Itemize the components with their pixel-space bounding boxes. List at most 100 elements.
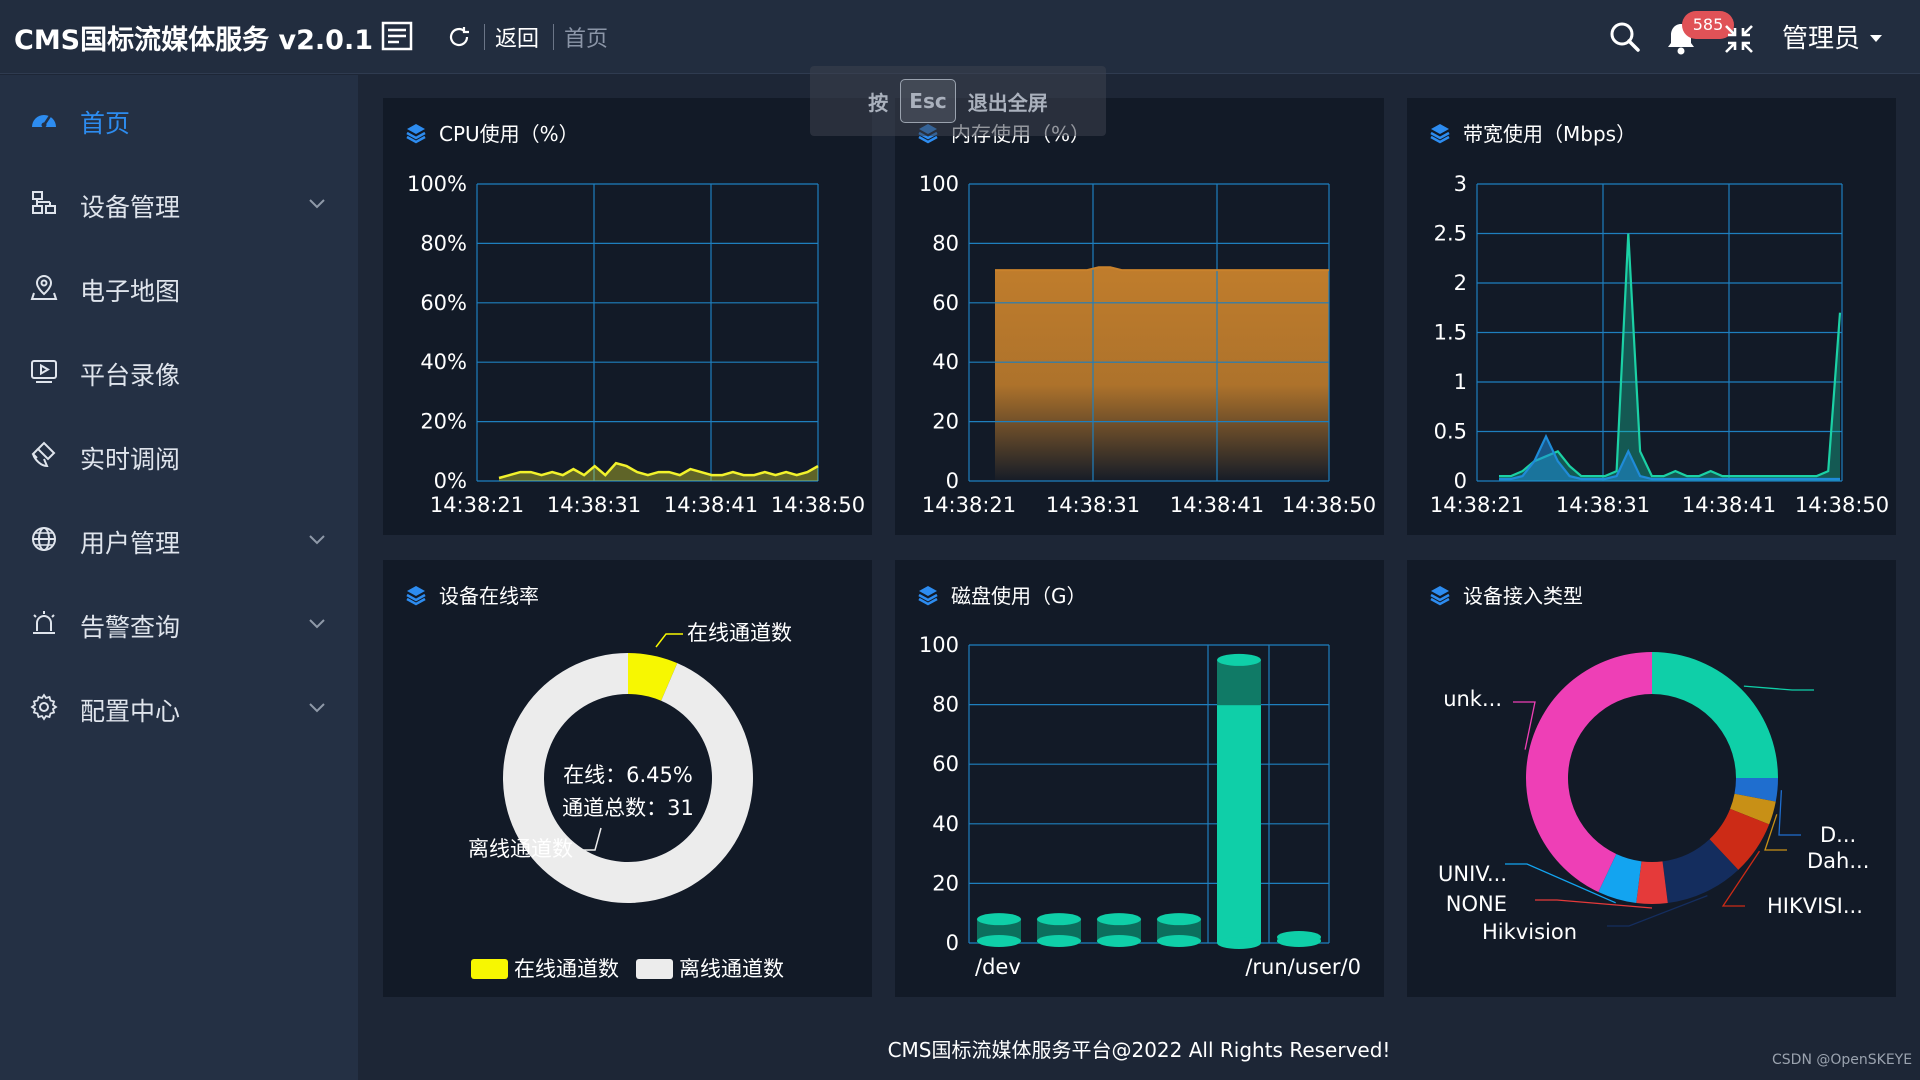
y-tick-label: 3: [1454, 172, 1467, 196]
legend-swatch-online[interactable]: [471, 959, 508, 979]
hint-message-text: 退出全屏: [967, 90, 1048, 115]
globe-icon: [32, 527, 56, 551]
chevron-down-icon: [309, 535, 325, 545]
disk-usage-chart: 0 20 40 60 80 100/dev/run/user/0: [919, 633, 1361, 979]
access-type-slice[interactable]: [1598, 854, 1642, 904]
disk-bar-cap: [1217, 659, 1261, 706]
label-leader-line: [1535, 899, 1653, 909]
sidebar-item-label: 首页: [80, 109, 131, 138]
y-tick-label: 0.5: [1434, 420, 1467, 444]
sidebar-item-user-management[interactable]: 用户管理: [0, 510, 358, 570]
y-tick-label: 20%: [420, 410, 467, 434]
panel-title: CPU使用（%）: [439, 122, 579, 146]
refresh-icon[interactable]: [446, 24, 472, 50]
x-tick-label: 14:38:21: [1430, 493, 1524, 517]
nav-home-link[interactable]: 首页: [564, 27, 609, 52]
y-tick-label: 100: [919, 633, 959, 657]
memory-usage-panel: 0 20 40 60 80 100 14:38:21 14:38:31 14:38:41 14:3…: [895, 98, 1384, 535]
y-tick-label: 80: [932, 231, 959, 255]
legend-swatch-offline[interactable]: [636, 959, 673, 979]
slice-label: D...: [1820, 823, 1856, 847]
x-tick-label: 14:38:31: [547, 493, 641, 517]
chevron-down-icon: [309, 199, 325, 209]
y-tick-label: 60%: [420, 291, 467, 315]
brush-icon: [31, 441, 56, 468]
memory-area: [995, 267, 1329, 481]
access-type-slice[interactable]: [1636, 861, 1668, 904]
sidebar-item-alarm-query[interactable]: 告警查询: [0, 594, 358, 654]
y-tick-label: 80: [932, 693, 959, 717]
panel-title: 磁盘使用（G）: [951, 584, 1087, 608]
y-tick-label: 1: [1454, 370, 1467, 394]
access-type-slice[interactable]: [1709, 808, 1770, 870]
bandwidth-series-line: [1499, 233, 1842, 478]
x-tick-label: 14:38:21: [922, 493, 1016, 517]
slice-label: unk...: [1443, 687, 1502, 711]
access-type-slice[interactable]: [1526, 652, 1652, 893]
y-tick-label: 0%: [434, 469, 467, 493]
gear-icon: [30, 693, 58, 721]
panel-header: CPU使用（%）: [405, 118, 579, 147]
slice-label: Hikvision: [1482, 920, 1577, 944]
panel-title: 设备在线率: [439, 584, 539, 608]
exit-fullscreen-icon[interactable]: [1722, 22, 1756, 56]
y-tick-label: 0: [1454, 469, 1467, 493]
esc-key-badge: Esc: [900, 79, 956, 123]
sidebar-item-label: 告警查询: [80, 613, 181, 642]
access-type-slice[interactable]: [1652, 652, 1778, 778]
cpu-usage-panel: 0% 20% 40% 60% 80% 100% 14:38:21 14:38:31 14:38:…: [383, 98, 872, 535]
sidebar-item-electronic-map[interactable]: 电子地图: [0, 258, 358, 318]
sidebar-item-config-center[interactable]: 配置中心: [0, 678, 358, 738]
cpu-usage-chart: 0% 20% 40% 60% 80% 100% 14:38:21 14:38:31 14:38:…: [407, 172, 865, 517]
disk-bar-top: [1157, 913, 1201, 926]
nav-separator: [553, 24, 554, 50]
y-tick-label: 100%: [407, 172, 467, 196]
alarm-icon: [33, 611, 55, 634]
video-play-icon: [31, 360, 57, 383]
sidebar-item-label: 平台录像: [80, 361, 181, 390]
bandwidth-series-line: [1499, 433, 1840, 481]
disk-bar-top: [977, 913, 1021, 926]
sidebar-item-label: 设备管理: [80, 193, 181, 222]
x-tick-label: 14:38:31: [1556, 493, 1650, 517]
sidebar-item-live-view[interactable]: 实时调阅: [0, 426, 358, 486]
search-icon[interactable]: [1608, 20, 1642, 54]
footer-copyright: CMS国标流媒体服务平台@2022 All Rights Reserved!: [887, 1038, 1391, 1062]
nav-back-link[interactable]: 返回: [495, 27, 540, 52]
chevron-down-icon: [309, 703, 325, 713]
offline-slice[interactable]: [502, 653, 753, 903]
access-type-slice[interactable]: [1730, 793, 1776, 825]
sidebar-item-label: 配置中心: [80, 697, 181, 726]
disk-bar-top: [1097, 913, 1141, 926]
online-slice[interactable]: [628, 653, 678, 701]
sidebar-item-platform-recording[interactable]: 平台录像: [0, 342, 358, 402]
legend-label-online[interactable]: 在线通道数: [514, 957, 619, 981]
label-leader-line: [577, 827, 602, 851]
nav-separator: [484, 24, 485, 50]
access-type-slice[interactable]: [1734, 778, 1778, 802]
x-tick-label: 14:38:50: [1795, 493, 1889, 517]
user-menu[interactable]: 管理员: [1782, 18, 1883, 55]
x-tick-label: /run/user/0: [1245, 955, 1361, 979]
caret-down-icon: [1870, 35, 1883, 42]
layers-icon: [406, 123, 426, 143]
y-tick-label: 0: [946, 931, 959, 955]
label-leader-line: [1778, 790, 1801, 836]
slice-label: UNIV...: [1438, 862, 1507, 886]
y-tick-label: 80%: [420, 231, 467, 255]
label-leader-line: [1607, 894, 1708, 927]
y-tick-label: 40: [932, 350, 959, 374]
layers-icon: [406, 585, 426, 605]
menu-toggle-icon[interactable]: [381, 20, 413, 52]
bandwidth-area: [1499, 436, 1840, 481]
memory-series-line: [995, 266, 1329, 272]
device-online-rate-panel: 在线：6.45% 通道总数：31 在线通道数 离线通道数 在线通道数 离线通道数…: [383, 560, 872, 997]
grid-layer: [476, 183, 819, 482]
disk-bar-bottom: [977, 935, 1021, 947]
sidebar-item-device-management[interactable]: 设备管理: [0, 174, 358, 234]
panel-title: 设备接入类型: [1463, 584, 1583, 608]
legend-label-offline[interactable]: 离线通道数: [679, 957, 784, 981]
access-type-slice[interactable]: [1662, 839, 1739, 904]
sidebar-item-home[interactable]: 首页: [0, 90, 358, 150]
y-tick-label: 0: [946, 469, 959, 493]
